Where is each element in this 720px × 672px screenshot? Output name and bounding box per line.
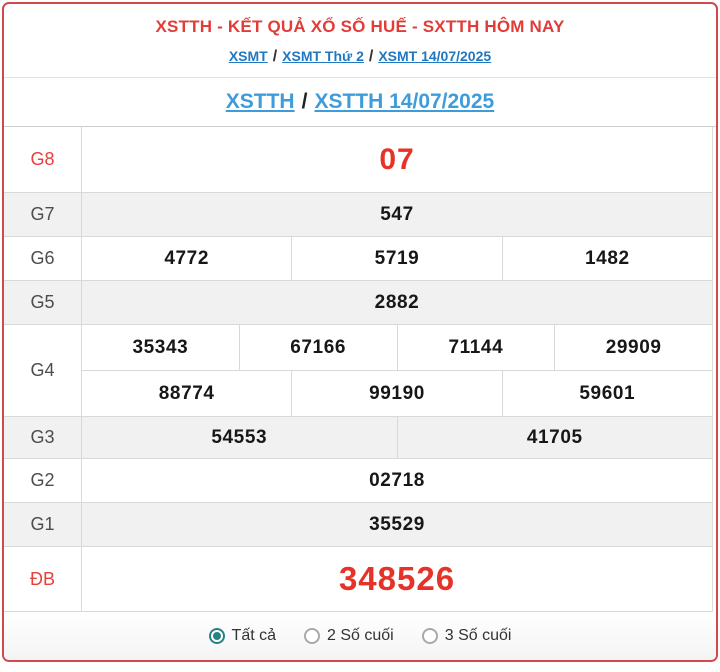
prize-row-g7: G7 547 (4, 193, 712, 237)
prize-label: G6 (4, 237, 82, 280)
breadcrumb-separator: / (272, 48, 278, 65)
radio-selected-icon[interactable] (208, 628, 225, 644)
filter-option-label: 3 Số cuối (444, 627, 512, 644)
radio-unselected-icon[interactable] (421, 628, 438, 644)
subheader: XSTTH / XSTTH 14/07/2025 (4, 78, 716, 127)
prize-value: 67166 (240, 325, 398, 370)
prize-row-g8: G8 07 (4, 127, 712, 193)
prize-row-g4: G4 35343 67166 71144 29909 88774 99190 5… (4, 325, 712, 417)
breadcrumb: XSMT / XSMT Thứ 2/XSMT 14/07/2025 (12, 48, 708, 66)
prize-value: 41705 (526, 426, 583, 448)
prize-value: 54553 (82, 417, 398, 458)
prize-value: 4772 (82, 237, 293, 280)
breadcrumb-link-xsmt-thu2[interactable]: XSMT Thứ 2 (282, 48, 364, 64)
prize-value: 2882 (374, 291, 420, 313)
prize-value: 88774 (82, 371, 293, 416)
results-table: G8 07 G7 547 G6 4772 5719 1482 G5 2882 (4, 127, 713, 612)
prize-value: 1482 (584, 247, 630, 269)
breadcrumb-separator: / (368, 48, 374, 65)
filter-bar: Tất cả 2 Số cuối 3 Số cuối (4, 612, 716, 660)
subheader-link-xstth[interactable]: XSTTH (225, 90, 295, 113)
subheader-separator: / (301, 90, 308, 113)
lottery-results-card: XSTTH - KẾT QUẢ XỔ SỐ HUẾ - SXTTH HÔM NA… (2, 2, 718, 662)
prize-label: G8 (4, 127, 82, 192)
header: XSTTH - KẾT QUẢ XỔ SỐ HUẾ - SXTTH HÔM NA… (4, 4, 716, 78)
prize-value: 07 (379, 142, 415, 176)
prize-row-g1: G1 35529 (4, 503, 712, 547)
prize-label: G3 (4, 417, 82, 458)
subheader-link-xstth-date[interactable]: XSTTH 14/07/2025 (314, 90, 495, 113)
prize-value: 71144 (398, 325, 556, 370)
prize-value: 5719 (292, 237, 503, 280)
prize-row-g6: G6 4772 5719 1482 (4, 237, 712, 281)
prize-value: 35529 (369, 513, 425, 535)
prize-value: 547 (380, 203, 414, 225)
prize-value: 02718 (369, 469, 425, 491)
page-title: XSTTH - KẾT QUẢ XỔ SỐ HUẾ - SXTTH HÔM NA… (155, 17, 565, 36)
radio-unselected-icon[interactable] (304, 628, 321, 644)
prize-label: G7 (4, 193, 82, 236)
prize-value: 59601 (579, 382, 636, 404)
prize-label: ĐB (4, 547, 82, 611)
prize-row-db: ĐB 348526 (4, 547, 712, 612)
prize-label: G1 (4, 503, 82, 546)
filter-option-label: Tất cả (231, 627, 277, 644)
prize-value: 99190 (292, 371, 503, 416)
filter-option-2-so-cuoi[interactable]: 2 Số cuối (304, 627, 394, 645)
prize-label: G5 (4, 281, 82, 324)
breadcrumb-link-xsmt-date[interactable]: XSMT 14/07/2025 (378, 48, 492, 64)
filter-option-3-so-cuoi[interactable]: 3 Số cuối (421, 627, 512, 645)
prize-label: G4 (4, 325, 82, 416)
prize-row-g5: G5 2882 (4, 281, 712, 325)
breadcrumb-link-xsmt[interactable]: XSMT (228, 48, 268, 64)
filter-option-label: 2 Số cuối (327, 627, 394, 644)
prize-row-g2: G2 02718 (4, 459, 712, 503)
filter-option-all[interactable]: Tất cả (208, 627, 277, 645)
prize-value: 29909 (605, 336, 662, 358)
prize-value: 35343 (82, 325, 240, 370)
prize-row-g3: G3 54553 41705 (4, 417, 712, 459)
prize-value-jackpot: 348526 (338, 560, 456, 597)
prize-label: G2 (4, 459, 82, 502)
